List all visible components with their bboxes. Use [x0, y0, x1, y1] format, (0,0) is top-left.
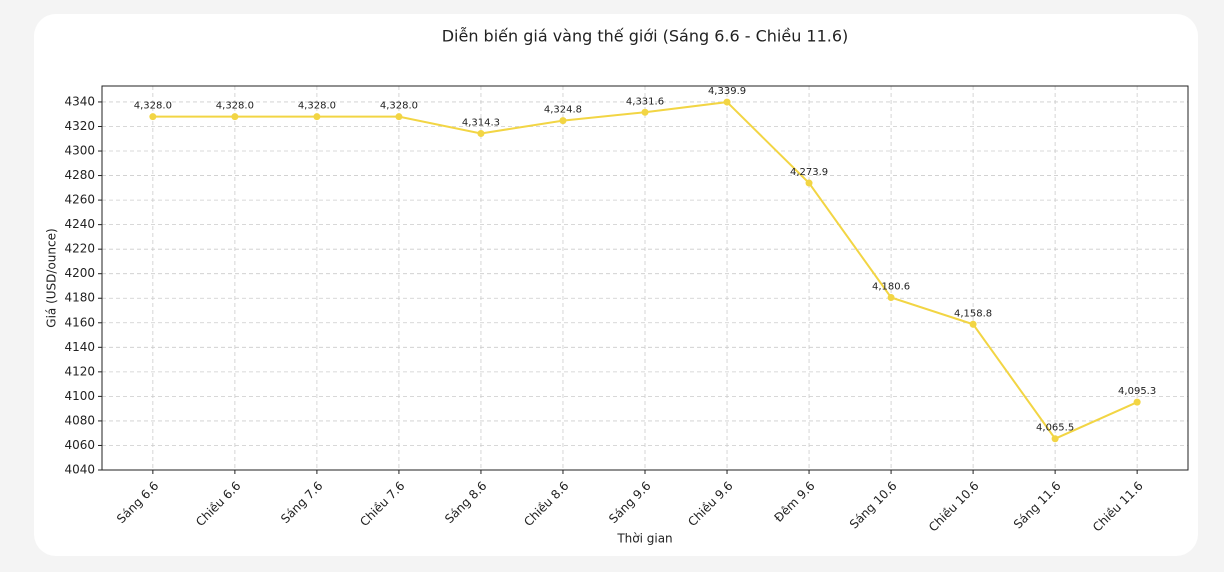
point — [395, 113, 403, 121]
x-axis-label: Thời gian — [616, 532, 672, 546]
data-label: 4,331.6 — [626, 96, 664, 107]
point — [477, 129, 485, 137]
point — [887, 294, 895, 302]
data-label: 4,273.9 — [790, 167, 828, 178]
y-tick-label: 4200 — [64, 266, 95, 280]
y-tick-label: 4280 — [64, 168, 95, 182]
y-tick-label: 4240 — [64, 217, 95, 231]
point — [559, 117, 567, 125]
point — [805, 179, 813, 187]
data-label: 4,328.0 — [216, 101, 254, 112]
y-tick-label: 4160 — [64, 315, 95, 329]
chart-title: Diễn biến giá vàng thế giới (Sáng 6.6 - … — [442, 27, 849, 46]
data-label: 4,095.3 — [1118, 386, 1156, 397]
x-tick-label: Chiều 9.6 — [685, 479, 735, 529]
point — [313, 113, 321, 121]
x-tick-label: Chiều 10.6 — [926, 479, 982, 535]
data-label: 4,065.5 — [1036, 423, 1074, 434]
data-label: 4,328.0 — [134, 101, 172, 112]
data-label: 4,328.0 — [380, 101, 418, 112]
y-tick-label: 4040 — [64, 463, 95, 477]
y-tick-label: 4320 — [64, 119, 95, 133]
x-tick-label: Sáng 7.6 — [278, 479, 325, 526]
x-tick-label: Đêm 9.6 — [771, 479, 817, 525]
x-tick-label: Sáng 10.6 — [847, 479, 900, 532]
y-tick-label: 4180 — [64, 291, 95, 305]
point — [149, 113, 157, 121]
data-label: 4,180.6 — [872, 282, 910, 293]
point — [1051, 435, 1059, 443]
point — [231, 113, 239, 121]
x-tick-label: Chiều 11.6 — [1090, 479, 1146, 535]
point — [969, 320, 977, 328]
point — [1133, 398, 1141, 406]
x-tick-label: Chiều 6.6 — [193, 479, 243, 529]
y-tick-label: 4080 — [64, 413, 95, 427]
y-axis-label: Giá (USD/ounce) — [45, 228, 59, 327]
y-tick-label: 4060 — [64, 438, 95, 452]
data-label: 4,314.3 — [462, 117, 500, 128]
plot-frame — [101, 85, 1189, 471]
y-tick-label: 4140 — [64, 340, 95, 354]
x-tick-label: Sáng 9.6 — [606, 479, 653, 526]
y-tick-label: 4300 — [64, 144, 95, 158]
x-tick-label: Chiều 7.6 — [357, 479, 407, 529]
y-tick-label: 4100 — [64, 389, 95, 403]
data-label: 4,158.8 — [954, 308, 992, 319]
data-label: 4,328.0 — [298, 101, 336, 112]
y-tick-label: 4260 — [64, 193, 95, 207]
x-tick-label: Sáng 6.6 — [114, 479, 161, 526]
x-tick-label: Sáng 8.6 — [442, 479, 489, 526]
point — [723, 98, 731, 106]
y-tick-label: 4120 — [64, 364, 95, 378]
data-label: 4,339.9 — [708, 86, 746, 97]
point — [641, 108, 649, 116]
data-label: 4,324.8 — [544, 105, 582, 116]
y-tick-label: 4340 — [64, 94, 95, 108]
x-tick-label: Chiều 8.6 — [521, 479, 571, 529]
y-tick-label: 4220 — [64, 242, 95, 256]
card — [34, 14, 1198, 556]
x-tick-label: Sáng 11.6 — [1011, 479, 1064, 532]
